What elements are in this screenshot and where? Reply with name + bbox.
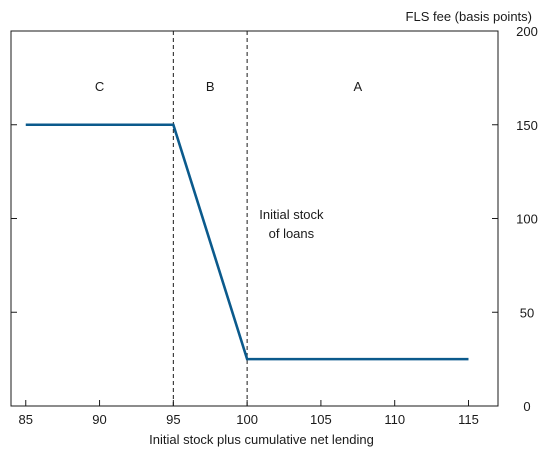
region-label-b: B	[206, 79, 215, 94]
x-tick-label: 90	[92, 412, 106, 427]
y-tick-label: 150	[516, 118, 538, 133]
y-axis-title: FLS fee (basis points)	[406, 9, 532, 24]
region-label-a: A	[353, 79, 362, 94]
x-tick-label: 100	[236, 412, 258, 427]
y-tick-label: 50	[520, 305, 534, 320]
x-tick-label: 110	[384, 412, 405, 427]
x-tick-label: 105	[310, 412, 332, 427]
y-tick-label: 200	[516, 24, 538, 39]
annotation-initial-stock: Initial stock of loans	[259, 207, 324, 241]
plot-frame	[10, 30, 499, 407]
x-axis-title: Initial stock plus cumulative net lendin…	[149, 432, 374, 447]
annotation-line: Initial stock	[259, 207, 324, 222]
y-tick-label: 0	[523, 399, 530, 414]
y-tick-label: 100	[516, 212, 538, 227]
region-label-c: C	[95, 79, 104, 94]
x-tick-label: 95	[166, 412, 180, 427]
series-line-0	[25, 123, 469, 361]
annotation-line: of loans	[269, 226, 315, 241]
x-tick-label: 85	[19, 412, 33, 427]
x-tick-label: 115	[458, 412, 479, 427]
